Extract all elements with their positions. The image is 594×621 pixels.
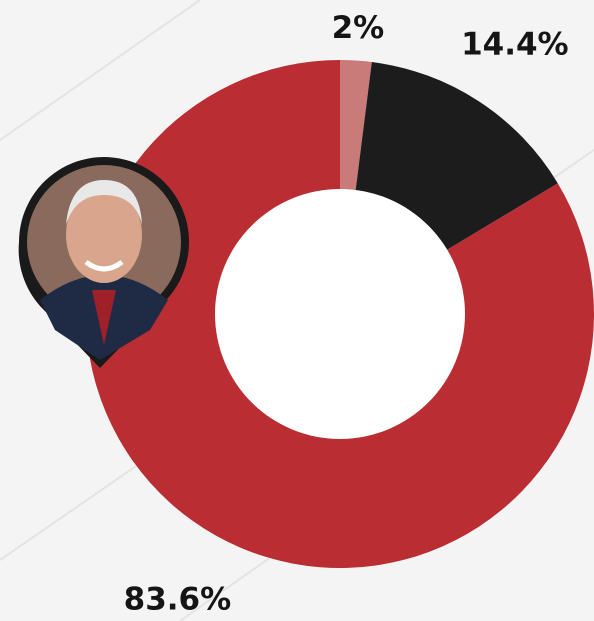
value-label: 2% <box>332 10 385 46</box>
chart: 2% 14.4% 83.6% <box>0 0 594 621</box>
page: 2%14.4%83.6% (() => { const data = JSON.… <box>0 0 594 621</box>
value-label: 83.6% <box>124 582 232 618</box>
value-label: 14.4% <box>461 26 569 62</box>
donut-hole <box>215 189 465 439</box>
